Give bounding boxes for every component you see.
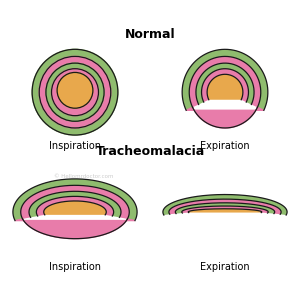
- Polygon shape: [188, 209, 262, 213]
- Text: Normal: Normal: [125, 28, 175, 41]
- Polygon shape: [186, 107, 264, 128]
- Polygon shape: [44, 201, 106, 215]
- Polygon shape: [21, 185, 129, 219]
- Text: Inspiration: Inspiration: [49, 262, 101, 272]
- Circle shape: [57, 72, 93, 108]
- Polygon shape: [169, 199, 281, 214]
- Polygon shape: [13, 179, 137, 221]
- Polygon shape: [196, 63, 254, 105]
- Text: Inspiration: Inspiration: [49, 141, 101, 151]
- Polygon shape: [207, 74, 243, 100]
- Circle shape: [39, 56, 111, 128]
- Polygon shape: [15, 219, 135, 239]
- Circle shape: [52, 69, 98, 116]
- Polygon shape: [189, 56, 261, 107]
- Text: © Hellomrdoctor.com: © Hellomrdoctor.com: [54, 174, 114, 179]
- Polygon shape: [182, 49, 268, 110]
- Text: Expiration: Expiration: [200, 262, 250, 272]
- Polygon shape: [202, 69, 248, 102]
- Text: Tracheomalacia: Tracheomalacia: [95, 144, 205, 158]
- Polygon shape: [29, 191, 121, 217]
- Polygon shape: [36, 196, 114, 216]
- Circle shape: [32, 49, 118, 135]
- Polygon shape: [175, 203, 275, 213]
- Circle shape: [46, 63, 104, 121]
- Text: Expiration: Expiration: [200, 141, 250, 151]
- Polygon shape: [163, 195, 287, 215]
- Polygon shape: [182, 206, 268, 213]
